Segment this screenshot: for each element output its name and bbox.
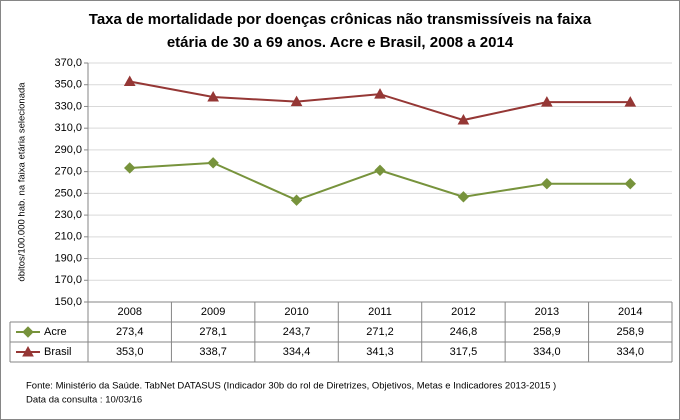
table-value: 258,9 [617, 326, 645, 338]
table-value: 334,0 [617, 346, 645, 358]
table-value: 243,7 [283, 326, 311, 338]
x-tick-label: 2008 [117, 306, 141, 318]
marker [22, 345, 34, 357]
table-value: 273,4 [116, 326, 144, 338]
source-note: Fonte: Ministério da Saúde. TabNet DATAS… [26, 381, 556, 392]
y-tick-label: 370,0 [54, 57, 82, 69]
marker [541, 96, 553, 107]
y-tick-label: 310,0 [54, 122, 82, 134]
marker [207, 90, 219, 102]
y-tick-label: 250,0 [54, 187, 82, 199]
marker [374, 88, 386, 99]
x-tick-label: 2013 [535, 306, 559, 318]
table-value: 338,7 [199, 346, 227, 358]
y-tick-label: 210,0 [54, 231, 82, 243]
x-tick-label: 2010 [284, 306, 308, 318]
marker [22, 326, 34, 338]
table-value: 246,8 [450, 326, 478, 338]
marker [374, 164, 386, 177]
marker [123, 75, 136, 86]
legend-label: Acre [44, 326, 67, 338]
source-note: Data da consulta : 10/03/16 [26, 395, 142, 406]
chart-title: etária de 30 a 69 anos. Acre e Brasil, 2… [167, 34, 514, 51]
y-tick-label: 150,0 [54, 296, 82, 308]
table-value: 258,9 [533, 326, 561, 338]
marker [124, 162, 136, 174]
table-value: 341,3 [366, 346, 394, 358]
chart-title: Taxa de mortalidade por doenças crônicas… [89, 11, 592, 28]
marker [290, 95, 303, 107]
marker [624, 177, 636, 190]
table-value: 317,5 [450, 346, 478, 358]
y-axis-label: óbitos/100.000 hab. na faixa etária sele… [17, 82, 28, 282]
y-tick-label: 330,0 [54, 100, 82, 112]
marker [624, 96, 637, 107]
y-tick-label: 230,0 [54, 209, 82, 221]
x-tick-label: 2014 [618, 306, 642, 318]
y-tick-label: 350,0 [54, 79, 82, 91]
y-tick-label: 290,0 [54, 144, 82, 156]
x-tick-label: 2012 [451, 306, 475, 318]
y-tick-label: 270,0 [54, 166, 82, 178]
x-tick-label: 2009 [201, 306, 225, 318]
marker [541, 177, 553, 190]
table-value: 334,4 [283, 346, 311, 358]
marker [207, 157, 219, 169]
table-value: 278,1 [199, 326, 227, 338]
table-value: 271,2 [366, 326, 394, 338]
marker [290, 194, 303, 206]
y-tick-label: 190,0 [54, 252, 82, 264]
legend-label: Brasil [44, 346, 72, 358]
marker [457, 114, 470, 125]
x-tick-label: 2011 [368, 306, 392, 318]
marker [457, 191, 470, 203]
table-value: 334,0 [533, 346, 561, 358]
y-tick-label: 170,0 [54, 274, 82, 286]
table-value: 353,0 [116, 346, 144, 358]
